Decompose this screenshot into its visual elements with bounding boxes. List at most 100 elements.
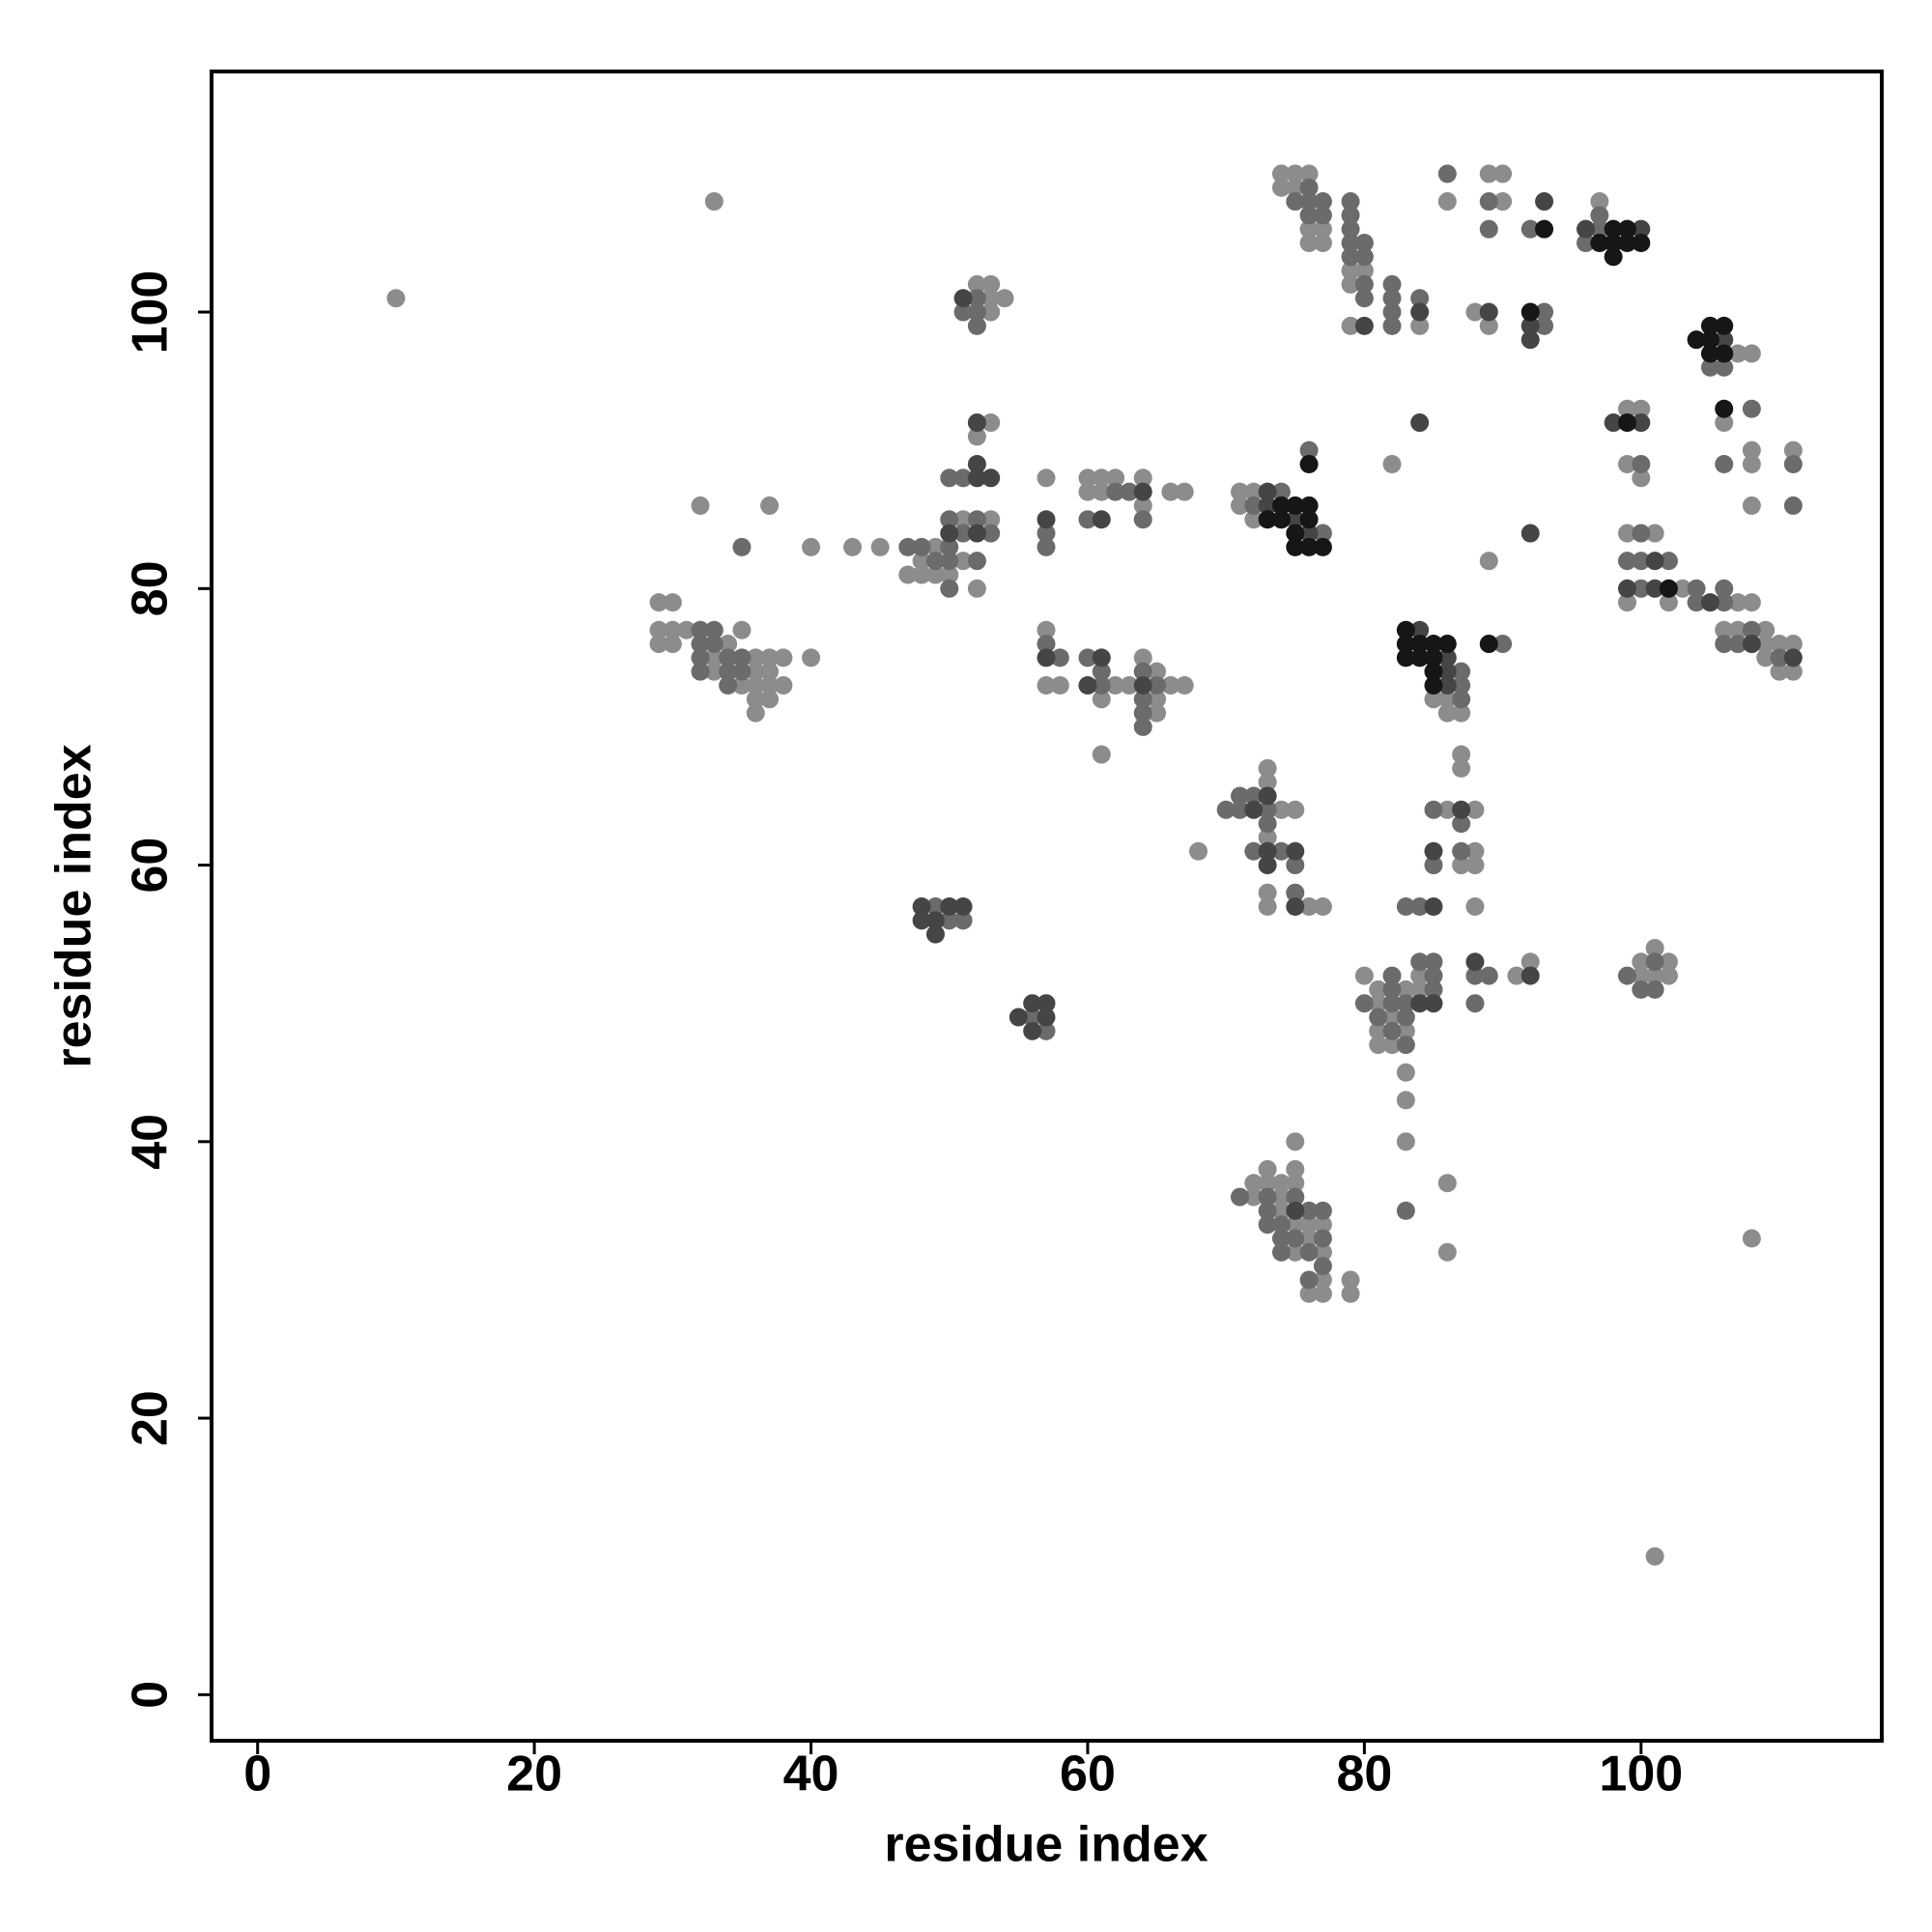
point xyxy=(746,662,765,681)
point xyxy=(1271,482,1291,501)
point xyxy=(1244,1174,1264,1193)
point xyxy=(981,524,1001,543)
point xyxy=(704,648,724,668)
point xyxy=(1424,662,1443,681)
point xyxy=(1783,454,1803,473)
point xyxy=(1120,675,1139,695)
point xyxy=(1078,482,1097,501)
point xyxy=(1258,1174,1277,1193)
point xyxy=(1437,164,1457,184)
point xyxy=(1645,524,1664,543)
point xyxy=(732,662,752,681)
point xyxy=(1230,496,1249,515)
point xyxy=(1092,662,1111,681)
point xyxy=(1148,675,1167,695)
point xyxy=(1700,357,1719,377)
point xyxy=(1286,510,1305,529)
point xyxy=(1479,164,1498,184)
point xyxy=(1286,1215,1305,1235)
point xyxy=(1382,966,1402,985)
point xyxy=(1452,814,1471,834)
point xyxy=(1728,593,1747,612)
point xyxy=(1479,552,1498,571)
point xyxy=(1396,1132,1415,1151)
point xyxy=(1216,800,1236,819)
point xyxy=(1632,233,1651,252)
point xyxy=(1396,897,1415,917)
point xyxy=(1271,841,1291,861)
point xyxy=(1577,219,1596,239)
point xyxy=(1604,219,1623,239)
point xyxy=(1258,1159,1277,1179)
point xyxy=(1659,593,1678,612)
point xyxy=(1535,219,1554,239)
point xyxy=(719,635,738,654)
point xyxy=(1382,994,1402,1013)
point xyxy=(953,911,973,930)
point xyxy=(1299,454,1319,473)
y-tick-label: 0 xyxy=(123,1681,179,1709)
point xyxy=(1271,496,1291,515)
point xyxy=(1313,1270,1332,1290)
point xyxy=(732,648,752,668)
point xyxy=(1632,980,1651,999)
point xyxy=(898,565,918,584)
point xyxy=(760,496,780,515)
point xyxy=(1299,537,1319,556)
point xyxy=(953,552,973,571)
point xyxy=(925,911,945,930)
point xyxy=(1175,675,1194,695)
point xyxy=(1037,675,1056,695)
point xyxy=(843,537,863,556)
point xyxy=(1341,316,1360,335)
point xyxy=(1479,219,1498,239)
point xyxy=(1632,469,1651,488)
point xyxy=(1687,579,1706,598)
point xyxy=(746,690,765,709)
point xyxy=(649,635,668,654)
point xyxy=(1452,800,1471,819)
point xyxy=(1632,454,1651,473)
point xyxy=(1673,579,1692,598)
point xyxy=(1452,841,1471,861)
point xyxy=(1258,482,1277,501)
point xyxy=(1189,841,1208,861)
point xyxy=(1037,648,1056,668)
point xyxy=(774,675,793,695)
point xyxy=(1452,675,1471,695)
point xyxy=(1437,703,1457,723)
point xyxy=(981,510,1001,529)
point xyxy=(1700,344,1719,363)
point xyxy=(1728,620,1747,639)
point xyxy=(1590,219,1609,239)
point xyxy=(1354,233,1374,252)
point xyxy=(1742,635,1761,654)
point xyxy=(1078,510,1097,529)
point xyxy=(1452,662,1471,681)
point xyxy=(760,675,780,695)
point xyxy=(967,469,986,488)
point xyxy=(1133,717,1152,736)
point xyxy=(1341,1270,1360,1290)
point xyxy=(1161,482,1180,501)
point xyxy=(1271,1242,1291,1262)
point xyxy=(1437,800,1457,819)
point xyxy=(1299,510,1319,529)
point xyxy=(1410,413,1430,433)
point xyxy=(1244,482,1264,501)
point xyxy=(732,620,752,639)
point xyxy=(1604,413,1623,433)
point xyxy=(1645,552,1664,571)
point xyxy=(1313,192,1332,212)
point xyxy=(760,648,780,668)
point xyxy=(1369,980,1388,999)
point xyxy=(967,454,986,473)
point xyxy=(1617,219,1636,239)
point xyxy=(1271,1229,1291,1248)
point xyxy=(925,552,945,571)
point xyxy=(1382,274,1402,294)
point xyxy=(1286,856,1305,875)
point xyxy=(704,635,724,654)
point xyxy=(1299,164,1319,184)
